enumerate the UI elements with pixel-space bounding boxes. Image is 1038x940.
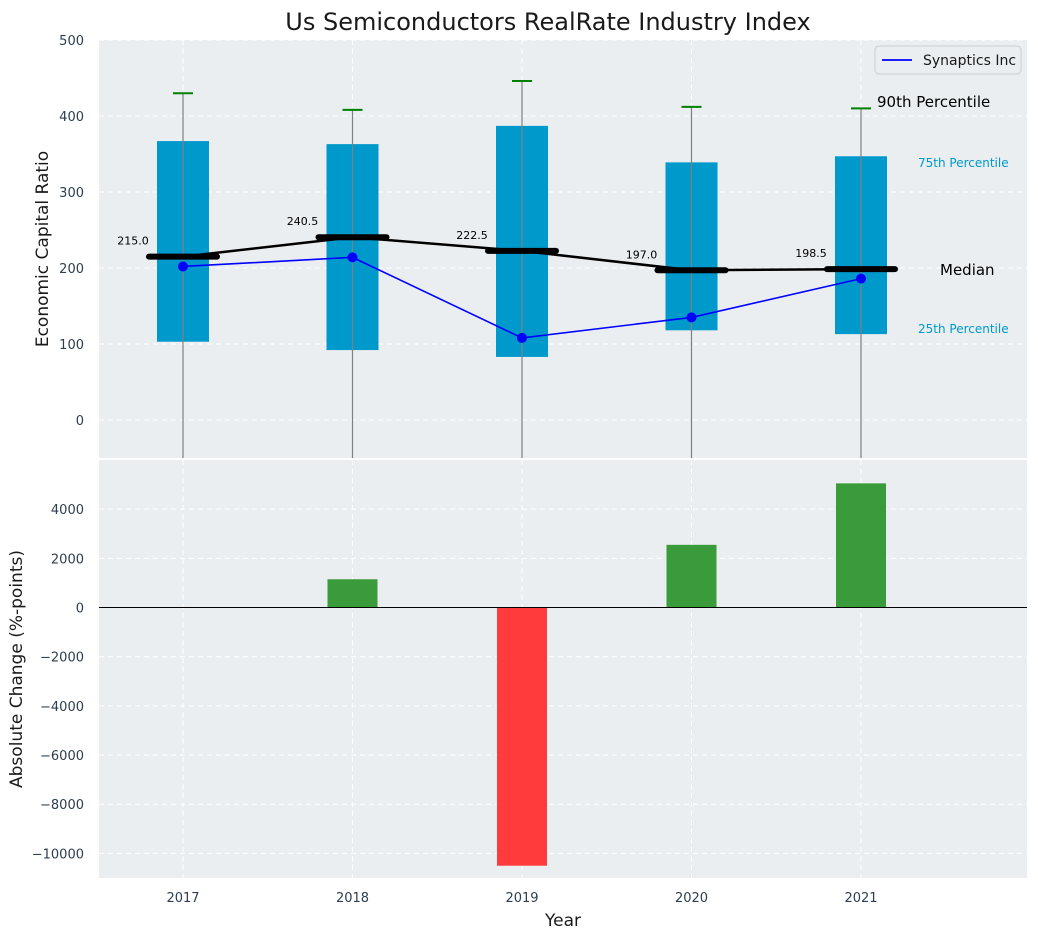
x-tick-label: 2020 — [675, 891, 708, 906]
positive-change-bar — [836, 483, 886, 608]
negative-change-bar — [497, 607, 547, 866]
x-axis-ticks: 2017 2018 2019 2020 2021 — [166, 891, 877, 906]
top-panel: 0 100 200 300 400 500 215.0 240.5 222.5 197.0 198… — [33, 34, 1027, 458]
bottom-panel-y-ticks: −10000 −8000 −6000 −4000 −2000 0 2000 4000 — [32, 503, 84, 862]
median-series: 215.0 240.5 222.5 197.0 198.5 — [117, 215, 898, 274]
bottom-y-tick-label: 4000 — [51, 503, 84, 518]
bottom-panel-background — [99, 460, 1027, 878]
synaptics-point — [178, 261, 188, 272]
synaptics-point — [517, 332, 527, 343]
synaptics-point — [686, 312, 697, 323]
bottom-y-tick-label: 0 — [76, 602, 84, 617]
x-tick-label: 2019 — [505, 891, 538, 906]
bottom-y-tick-label: −2000 — [40, 651, 84, 666]
median-value-label: 215.0 — [117, 235, 149, 248]
top-y-axis-label: Economic Capital Ratio — [33, 151, 53, 347]
positive-change-bar — [327, 579, 378, 608]
synaptics-point — [347, 252, 358, 263]
top-y-tick-label: 200 — [59, 262, 84, 277]
x-axis-label: Year — [544, 911, 581, 931]
legend-label-synaptics: Synaptics Inc — [923, 53, 1016, 69]
top-y-tick-label: 300 — [59, 186, 84, 201]
bottom-y-tick-label: −6000 — [40, 749, 84, 764]
synaptics-point — [856, 273, 866, 284]
legend-box — [874, 45, 1022, 75]
median-value-label: 222.5 — [456, 229, 488, 242]
top-y-tick-label: 100 — [59, 338, 84, 353]
p25-annotation: 25th Percentile — [918, 322, 1009, 336]
positive-change-bar — [666, 544, 717, 608]
chart-title: Us Semiconductors RealRate Industry Inde… — [285, 8, 810, 36]
change-bars — [327, 483, 886, 866]
median-value-label: 197.0 — [626, 248, 658, 261]
p75-annotation: 75th Percentile — [918, 156, 1009, 170]
median-value-label: 240.5 — [287, 215, 319, 228]
legend: Synaptics Inc — [874, 45, 1022, 75]
top-y-tick-label: 500 — [59, 34, 84, 49]
bottom-y-axis-label: Absolute Change (%-points) — [7, 550, 27, 788]
bottom-panel: −10000 −8000 −6000 −4000 −2000 0 2000 4000 Abso… — [7, 460, 1027, 878]
p90-annotation: 90th Percentile — [877, 93, 990, 111]
percentile-annotations: 90th Percentile 75th Percentile Median 2… — [877, 93, 1009, 336]
bottom-y-tick-label: −4000 — [40, 700, 84, 715]
bottom-y-tick-label: −10000 — [32, 847, 84, 862]
top-y-tick-label: 400 — [59, 110, 84, 125]
bottom-y-tick-label: 2000 — [51, 552, 84, 567]
median-value-label: 198.5 — [795, 247, 827, 260]
top-y-tick-label: 0 — [76, 414, 84, 429]
x-tick-label: 2018 — [336, 891, 369, 906]
bottom-y-tick-label: −8000 — [40, 798, 84, 813]
x-tick-label: 2021 — [844, 891, 877, 906]
top-panel-y-ticks: 0 100 200 300 400 500 — [59, 34, 84, 429]
synaptics-series — [178, 252, 866, 343]
median-annotation: Median — [940, 261, 995, 279]
x-tick-label: 2017 — [166, 891, 199, 906]
